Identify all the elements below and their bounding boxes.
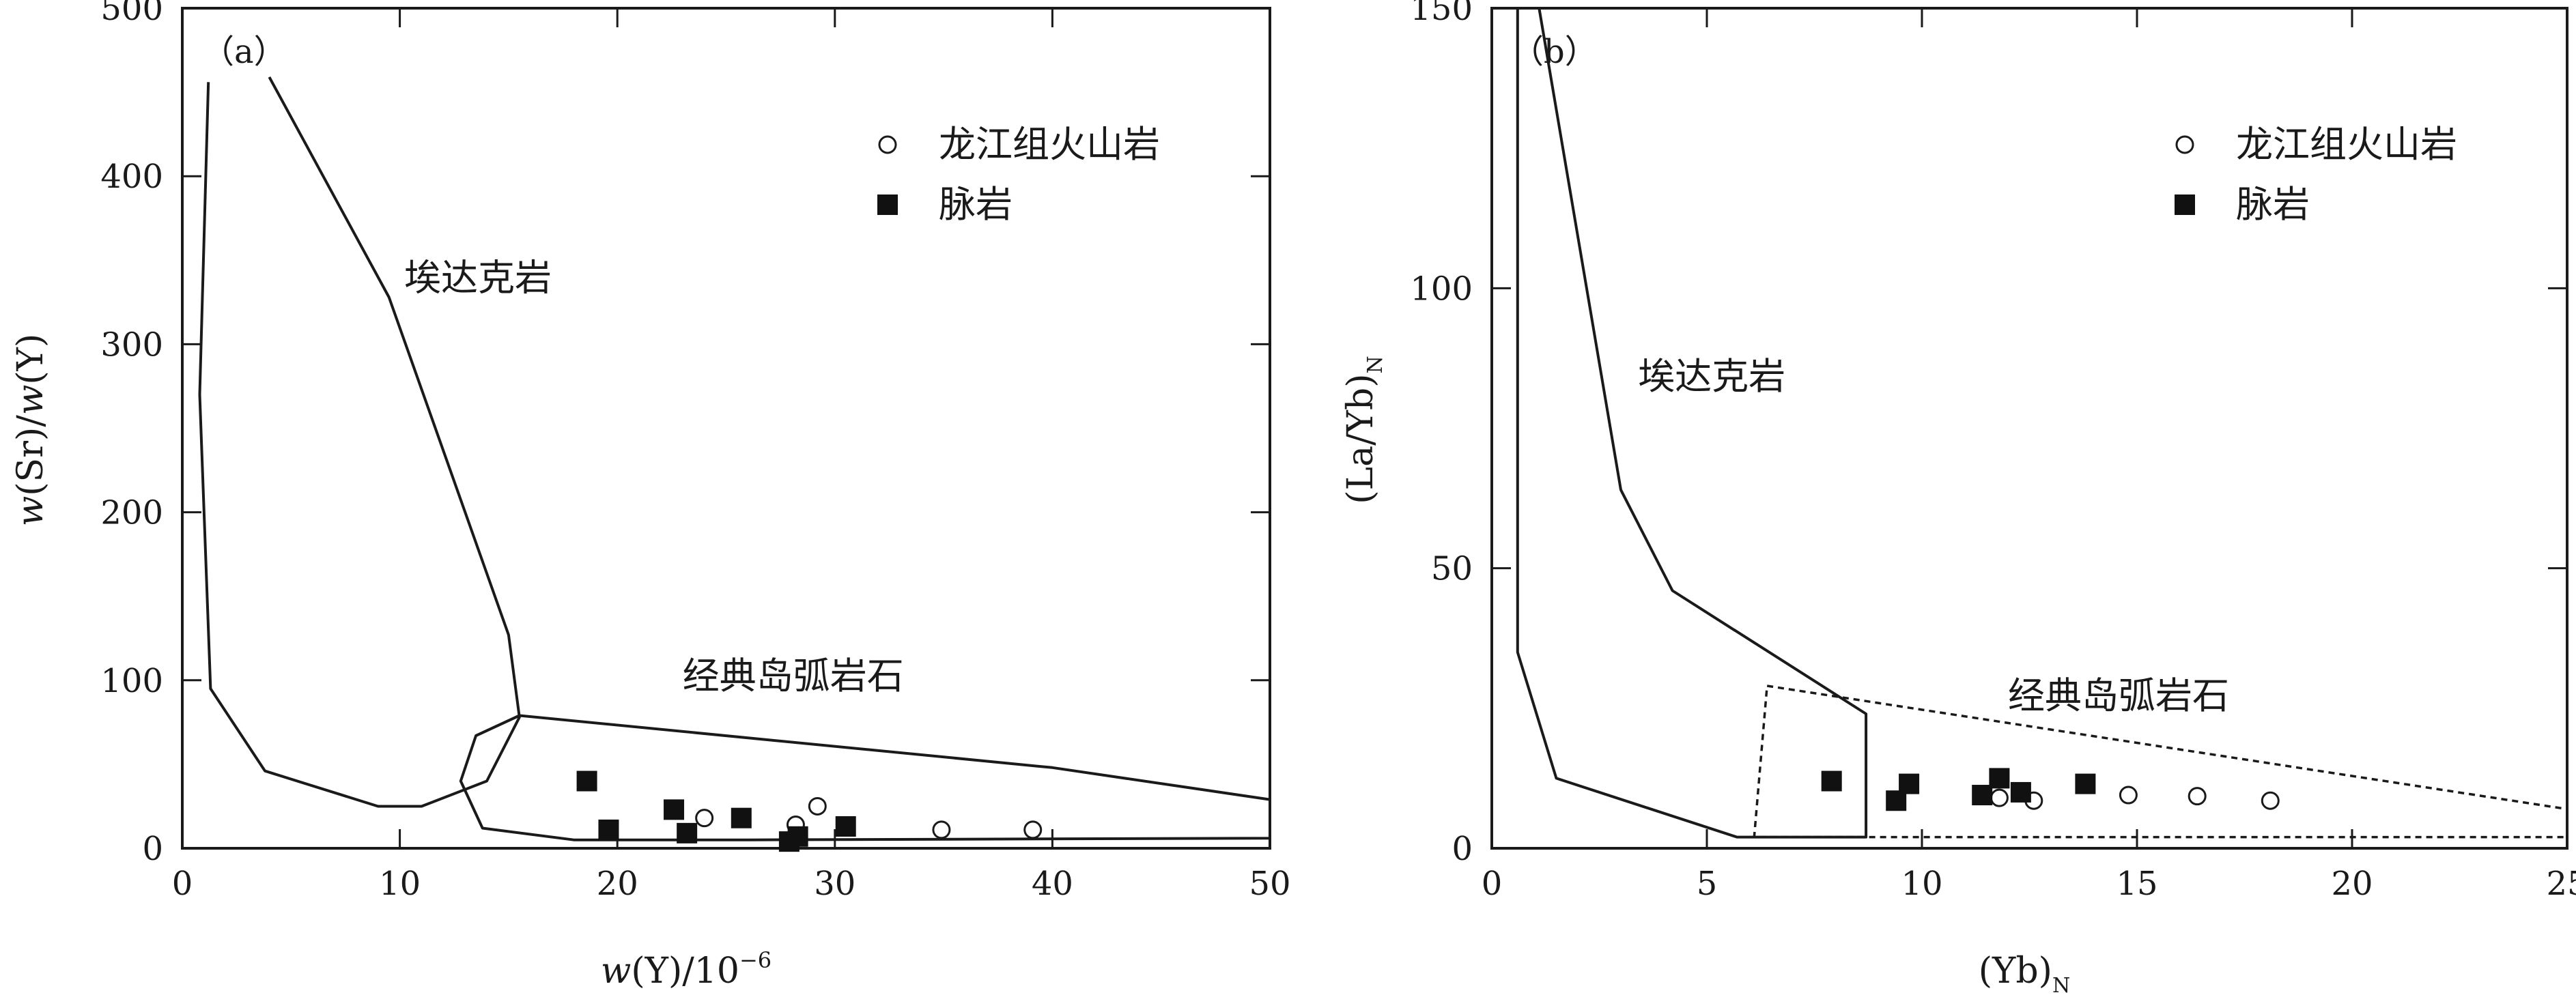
panel-a-region-label: 经典岛弧岩石: [683, 654, 904, 697]
y-axis-title-sub: N: [1363, 356, 1387, 373]
y-axis-title-text: (La/Yb): [1340, 374, 1381, 504]
panel-b-point-square: [1972, 785, 1993, 806]
panel-b-legend-label: 龙江组火山岩: [2236, 123, 2457, 166]
panel-a-y-axis-title: w(Sr)/w(Y): [10, 334, 51, 527]
panel-a-point-square: [664, 799, 685, 820]
panel-b-point-circle: [2188, 787, 2207, 806]
panel-b-x-tick-label: 5: [1697, 865, 1718, 903]
x-axis-title-sub: N: [2052, 974, 2070, 995]
panel-a-region-label: 埃达克岩: [404, 257, 552, 300]
panel-b-x-tick-label: 25: [2546, 865, 2576, 903]
panel-a-region-island-arc-outline: [459, 714, 1271, 841]
panel-a-x-tick-label: 0: [172, 865, 193, 903]
panel-b-series-volcanic: [1990, 785, 2280, 810]
panel-b-label: （b）: [1511, 33, 1598, 71]
panel-b-point-square: [1989, 768, 2010, 789]
panel-a-point-square: [677, 822, 698, 843]
panel-b-point-square: [1821, 770, 1842, 792]
panel-b-series-dike: [1821, 768, 2096, 811]
panel-a-y-tick-label: 400: [100, 158, 163, 196]
x-axis-title-text: (Y)/10: [631, 951, 739, 992]
x-axis-title-text: (Yb): [1979, 951, 2052, 992]
panel-b-y-tick-label: 100: [1410, 270, 1473, 308]
panel-a-y-tick-label: 200: [100, 494, 163, 532]
panel-b-legend-marker-square: [2175, 194, 2195, 215]
y-axis-title-text: (Sr)/: [10, 415, 51, 496]
panel-b-y-tick-label: 50: [1431, 550, 1473, 588]
panel-a-legend-label: 脉岩: [939, 183, 1013, 226]
panel-a: 0 10 20 30 40 500100200300400500（a）埃达克岩经典岛弧岩石…: [10, 0, 1291, 992]
panel-a-point-circle: [695, 809, 714, 828]
panel-a-point-square: [576, 770, 597, 792]
panel-a-label: （a）: [201, 33, 287, 71]
panel-b-region-label: 经典岛弧岩石: [2008, 674, 2229, 717]
panel-b-point-circle: [1990, 788, 2009, 807]
panel-b-legend-label: 脉岩: [2236, 183, 2310, 226]
panel-a-point-circle: [1023, 820, 1043, 839]
panel-a-plot-frame: [181, 7, 1271, 850]
panel-b-x-tick-label: 0: [1482, 865, 1503, 903]
panel-a-x-tick-label: 20: [597, 865, 638, 903]
panel-a-x-tick-label: 10: [379, 865, 421, 903]
panel-a-x-axis-title: w(Y)/10−6: [601, 947, 772, 992]
panel-a-point-circle: [932, 820, 951, 839]
panel-a-y-tick-label: 100: [100, 662, 163, 700]
panel-a-x-tick-label: 30: [814, 865, 855, 903]
panel-b-point-circle: [2261, 791, 2280, 810]
y-axis-title-italic: w: [10, 385, 51, 416]
panel-b-x-tick-label: 15: [2116, 865, 2157, 903]
panel-b-x-tick-label: 20: [2331, 865, 2373, 903]
panel-b-point-square: [2075, 773, 2096, 794]
panel-b-y-axis-title: (La/Yb)N: [1340, 356, 1387, 504]
panel-a-series-dike: [576, 770, 856, 852]
panel-a-y-tick-label: 500: [100, 0, 163, 28]
panel-a-point-square: [835, 816, 856, 837]
panel-a-legend-label: 龙江组火山岩: [939, 123, 1160, 166]
panel-a-point-square: [598, 819, 619, 840]
panel-a-legend-marker-square: [877, 194, 898, 215]
panel-a-x-tick-label: 40: [1032, 865, 1073, 903]
panel-a-point-square: [787, 826, 808, 847]
x-axis-title-sup: −6: [739, 947, 772, 973]
panel-b-x-tick-label: 10: [1901, 865, 1942, 903]
x-axis-title-italic: w: [601, 951, 632, 992]
panel-b-point-square: [1899, 773, 1920, 794]
panel-b-region-island-arc-outline: [1753, 684, 2568, 839]
panel-b-point-square: [2010, 781, 2031, 803]
panel-a-x-tick-label: 50: [1249, 865, 1290, 903]
y-axis-title-italic: w: [10, 496, 51, 527]
panel-b-y-tick-label: 150: [1410, 0, 1473, 28]
y-axis-title-text: (Y): [10, 334, 51, 385]
panel-b-region-label: 埃达克岩: [1638, 355, 1785, 398]
panel-b-x-axis-title: (Yb)N: [1979, 951, 2070, 995]
panel-a-y-tick-label: 300: [100, 326, 163, 364]
panel-b-region-adakite-outline: [1516, 8, 1868, 839]
panel-a-legend-marker-circle: [878, 135, 897, 154]
panel-b-legend-marker-circle: [2175, 135, 2194, 154]
panel-b-plot-frame: [1490, 7, 2568, 850]
panel-a-y-tick-label: 0: [142, 830, 163, 868]
panel-b-point-circle: [2119, 785, 2138, 805]
panel-a-region-adakite-outline: [198, 76, 521, 808]
panel-b-y-tick-label: 0: [1452, 830, 1473, 868]
panel-a-point-square: [731, 807, 752, 828]
panel-a-point-circle: [808, 796, 827, 816]
